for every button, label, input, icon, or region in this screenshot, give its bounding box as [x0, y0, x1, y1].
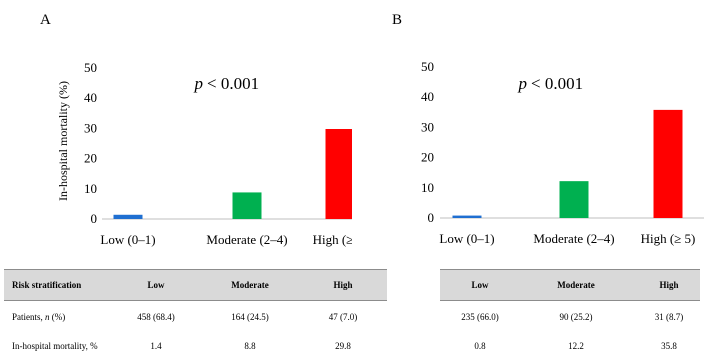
y-tick-label: 50 — [421, 59, 434, 74]
y-tick-label: 0 — [428, 210, 435, 225]
y-tick-label: 10 — [84, 181, 97, 196]
table-right-header-rule — [440, 300, 700, 301]
p-symbol: p — [518, 74, 528, 93]
table-cell: 235 (66.0) — [461, 312, 499, 322]
chart-a-annotation: p < 0.001 — [194, 74, 260, 93]
y-tick-label: 20 — [84, 151, 97, 166]
label-tail: (%) — [49, 312, 66, 322]
label-main: Patients, — [12, 312, 45, 322]
bar — [325, 129, 352, 219]
bar — [232, 192, 262, 219]
table-left-header-band — [4, 269, 387, 301]
table-cell: 29.8 — [335, 341, 351, 351]
table-left-header-low: Low — [147, 280, 165, 290]
table-cell: 90 (25.2) — [559, 312, 593, 322]
table-cell: 12.2 — [568, 341, 584, 351]
y-tick-label: 40 — [421, 89, 434, 104]
table-cell: 47 (7.0) — [328, 312, 358, 322]
label-italic: n — [45, 312, 50, 322]
panel-label-b: B — [392, 12, 403, 28]
table-left-row-mortality-label: In-hospital mortality, % — [12, 341, 98, 351]
table-cell: 31 (8.7) — [654, 312, 684, 322]
p-rest: < 0.001 — [207, 74, 259, 93]
table-cell: 1.4 — [150, 341, 162, 351]
table-left-row-patients-label: Patients, n (%) — [12, 312, 65, 322]
y-tick-label: 10 — [421, 180, 434, 195]
x-tick-label: High (≥ 5) — [641, 231, 696, 246]
y-tick-label: 30 — [84, 120, 97, 135]
table-right-header-high: High — [659, 280, 679, 290]
chart-b: p < 0.001 0 10 20 30 40 50 Low (0–1) Moderate … — [421, 59, 704, 246]
table-left-header-high: High — [333, 280, 353, 290]
chart-b-annotation: p < 0.001 — [518, 74, 584, 93]
table-cell: 458 (68.4) — [137, 312, 175, 322]
table-right-header-band — [440, 269, 700, 301]
panel-label-a: A — [40, 12, 51, 28]
table-cell: 0.8 — [474, 341, 486, 351]
x-tick-label: Low (0–1) — [100, 232, 155, 247]
table-left-top-rule — [4, 269, 387, 270]
bar — [113, 214, 143, 219]
y-tick-label: 30 — [421, 119, 434, 134]
y-tick-label: 40 — [84, 90, 97, 105]
x-tick-label: Moderate (2–4) — [533, 231, 614, 246]
table-cell: 35.8 — [661, 341, 677, 351]
chart-a: In-hospital mortality (%) p < 0.001 0 10 2… — [56, 60, 352, 247]
chart-a-ylabel: In-hospital mortality (%) — [56, 81, 70, 201]
table-left-header-rule — [4, 300, 387, 301]
table-cell: 8.8 — [244, 341, 256, 351]
x-tick-label: High (≥ 5) — [313, 232, 352, 247]
table-left-header-moderate: Moderate — [231, 280, 269, 290]
table-right-header-moderate: Moderate — [557, 280, 595, 290]
table-left-header-risk: Risk stratification — [12, 280, 82, 290]
bar — [653, 109, 683, 218]
x-tick-label: Low (0–1) — [439, 231, 494, 246]
table-right-top-rule — [440, 269, 700, 270]
p-symbol: p — [194, 74, 204, 93]
bar — [559, 181, 589, 218]
y-tick-label: 0 — [91, 211, 98, 226]
table-cell: 164 (24.5) — [231, 312, 269, 322]
p-rest: < 0.001 — [531, 74, 583, 93]
bar — [452, 215, 482, 218]
y-tick-label: 50 — [84, 60, 97, 75]
y-tick-label: 20 — [421, 150, 434, 165]
label-tail: % — [90, 341, 98, 351]
table-right-header-low: Low — [471, 280, 489, 290]
x-tick-label: Moderate (2–4) — [206, 232, 287, 247]
label-main: In-hospital mortality, — [12, 341, 91, 351]
